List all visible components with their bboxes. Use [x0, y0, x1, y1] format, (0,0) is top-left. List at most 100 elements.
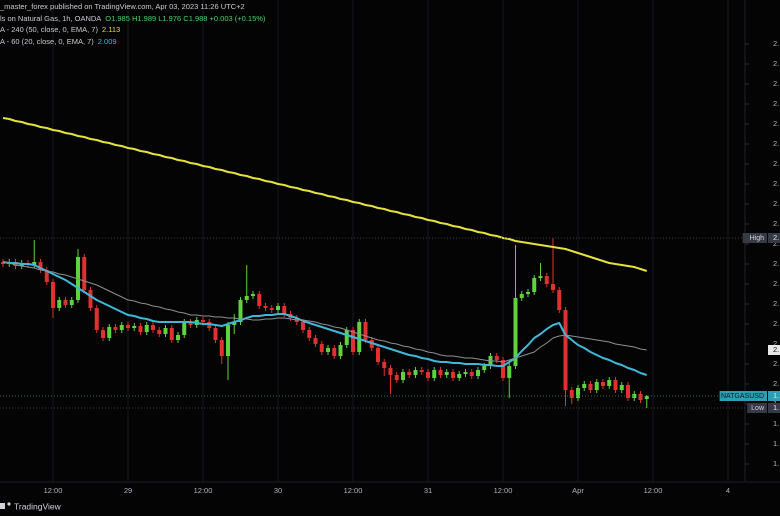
indicator-line: A - 240 (50, close, 0, EMA, 7) 2.113	[0, 24, 265, 36]
candle-body	[338, 345, 343, 356]
candle-body	[101, 330, 105, 338]
y-tick-label: 2.	[773, 119, 779, 128]
candle-body	[257, 294, 262, 306]
y-tick-label: 2.	[773, 279, 779, 288]
candle-body	[226, 325, 230, 356]
indicator-name: A - 60 (20, close, 0, EMA, 7)	[0, 36, 94, 46]
candle-body	[244, 296, 249, 300]
candle-body	[144, 325, 149, 332]
candle-body	[551, 284, 555, 290]
y-tick-label: 1.	[773, 459, 779, 468]
indicator-line: A - 60 (20, close, 0, EMA, 7) 2.009	[0, 36, 265, 48]
indicator-value: 2.009	[97, 36, 117, 46]
symbol-line: ls on Natural Gas, 1h, OANDA O1.985 H1.98…	[0, 13, 265, 25]
tag-label: NATGASUSD	[721, 393, 764, 400]
candle-body	[501, 360, 505, 378]
candle-body	[444, 372, 449, 375]
candle-body	[569, 390, 574, 398]
tag-value-box	[768, 233, 780, 243]
candle-body	[457, 374, 462, 378]
candle-body	[594, 382, 599, 390]
candle-body	[307, 330, 312, 338]
candle-body	[382, 362, 387, 368]
y-tick-label: 1.	[773, 439, 779, 448]
candle-body	[344, 330, 349, 345]
y-tick-label: 2.	[773, 139, 779, 148]
candle-body	[538, 276, 543, 278]
y-tick-label: 2.	[773, 159, 779, 168]
candle-body	[57, 300, 62, 308]
moving-average-line	[2, 261, 647, 363]
x-tick-label: 30	[274, 486, 282, 495]
candle-body	[119, 325, 124, 330]
tag-label: Low	[751, 405, 765, 412]
candle-body	[557, 290, 562, 310]
candle-body	[107, 327, 112, 338]
candle-body	[582, 384, 587, 388]
x-tick-label: 29	[124, 486, 132, 495]
y-tick-label: 2.	[773, 239, 779, 248]
candle-body	[544, 276, 549, 284]
moving-average-line	[2, 117, 648, 272]
candle-body	[169, 328, 174, 340]
candle-body	[51, 282, 55, 308]
candle-body	[607, 380, 612, 386]
candle-body	[494, 356, 499, 360]
candle-body	[188, 322, 193, 325]
x-tick-label: 12:00	[344, 486, 363, 495]
x-tick-label: 12:00	[494, 486, 513, 495]
candle-body	[601, 382, 605, 386]
y-tick-label: 1.	[773, 419, 779, 428]
x-tick-label: 12:00	[44, 486, 63, 495]
candle-body	[151, 325, 155, 330]
candle-body	[363, 322, 368, 340]
candle-body	[238, 300, 243, 322]
candle-body	[44, 270, 49, 282]
y-tick-label: 2.	[773, 219, 779, 228]
tag-label-box	[719, 391, 767, 401]
candle-body	[82, 257, 87, 290]
tag-value: 2.	[773, 345, 779, 354]
candle-body	[38, 262, 43, 270]
tag-value-box	[768, 391, 780, 401]
logo	[0, 502, 11, 509]
candle-body	[507, 366, 512, 378]
candle-body	[182, 322, 187, 335]
candle-body	[626, 385, 630, 398]
candle-body	[563, 310, 568, 390]
y-tick-label: 2.	[773, 59, 779, 68]
candle-body	[269, 308, 274, 310]
quote: O1.985 H1.989 L1.976 C1.988 +0.003 (+0.1…	[105, 13, 266, 23]
candle-body	[632, 394, 637, 398]
symbol: ls on Natural Gas, 1h, OANDA	[0, 13, 102, 23]
candle-body	[126, 325, 130, 328]
candle-body	[519, 294, 524, 298]
candle-body	[513, 298, 518, 366]
tag-value-box	[768, 345, 780, 355]
indicator-value: 2.113	[101, 25, 121, 34]
candle-body	[319, 344, 324, 352]
tag-value: 2.	[773, 233, 779, 242]
candle-body	[644, 396, 649, 399]
candle-body	[476, 370, 480, 376]
y-tick-label: 2.	[773, 39, 779, 48]
x-tick-label: 4	[726, 486, 730, 495]
y-tick-label: 2.	[773, 379, 779, 388]
candle-body	[301, 322, 305, 330]
candle-body	[638, 394, 643, 400]
candle-body	[326, 348, 330, 352]
candle-body	[282, 306, 287, 314]
tag-value: 1.	[773, 403, 779, 412]
candle-body	[451, 372, 455, 378]
candle-body	[432, 370, 437, 378]
candle-body	[94, 308, 99, 330]
candle-body	[413, 370, 418, 375]
candle-body	[532, 278, 537, 292]
y-tick-label: 2.	[773, 79, 779, 88]
candle-body	[426, 372, 430, 378]
candle-body	[401, 372, 405, 380]
candle-body	[63, 300, 68, 305]
